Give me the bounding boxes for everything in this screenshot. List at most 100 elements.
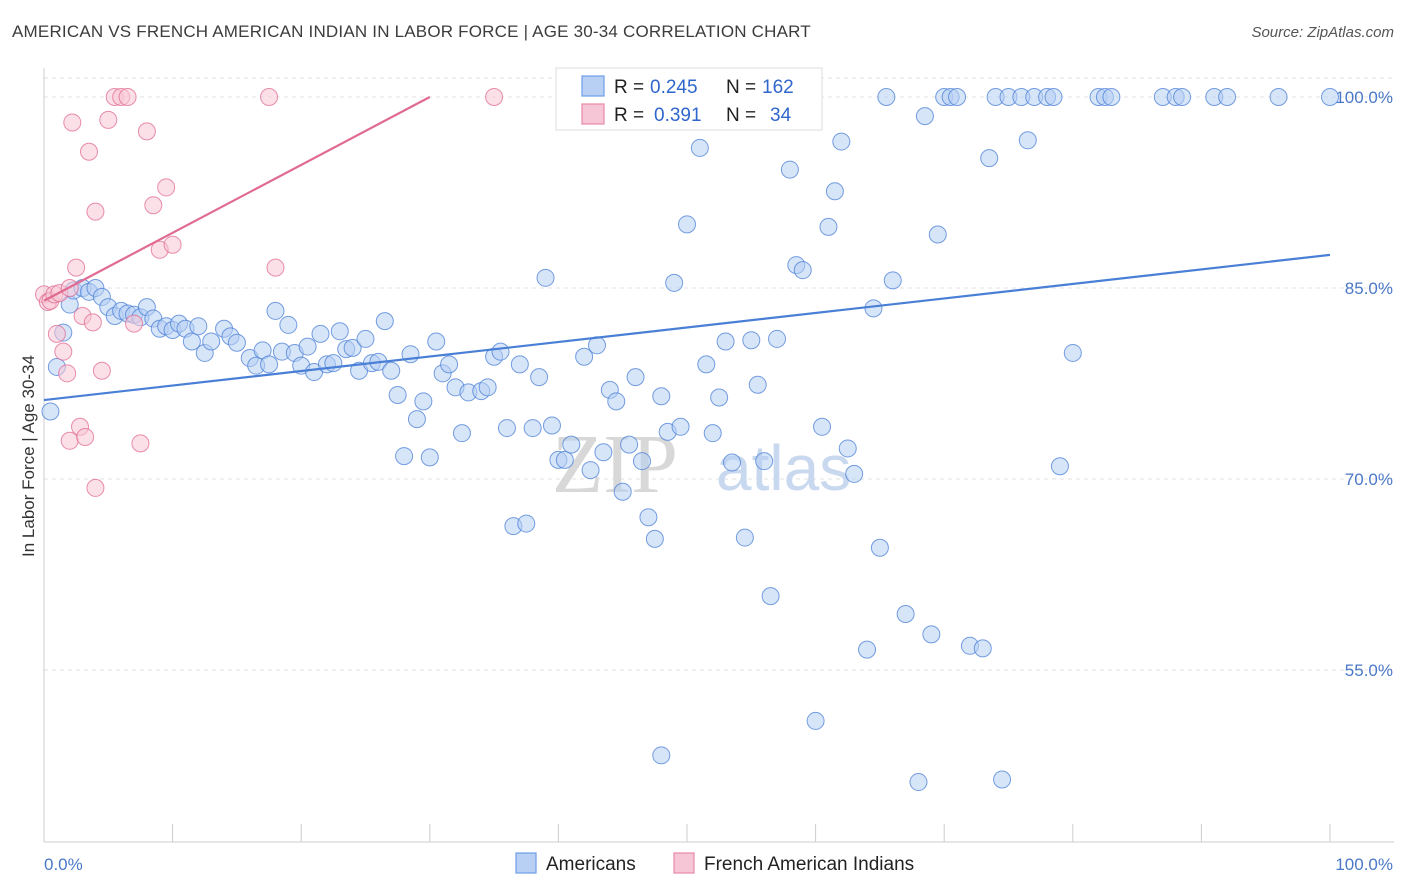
legend-label-french-american-indians: French American Indians xyxy=(704,854,914,875)
american-point xyxy=(1218,88,1237,106)
french-american-indian-point xyxy=(80,142,99,161)
american-point xyxy=(690,138,709,157)
american-point xyxy=(260,355,279,374)
american-point xyxy=(497,419,516,438)
legend-r-label: R = xyxy=(614,77,644,98)
american-point xyxy=(395,447,414,466)
legend-r-label: R = xyxy=(614,105,644,126)
french-american-indian-point xyxy=(58,364,77,383)
american-point xyxy=(896,604,915,623)
legend-n-value: 162 xyxy=(762,77,794,98)
french-american-indian-point xyxy=(60,431,79,450)
american-point xyxy=(407,410,426,429)
x-tick-label: 0.0% xyxy=(44,855,83,874)
american-point xyxy=(838,439,857,458)
american-point xyxy=(266,301,285,320)
american-point xyxy=(491,342,510,361)
american-point xyxy=(189,317,208,336)
american-point xyxy=(1269,88,1288,106)
american-point xyxy=(311,324,330,343)
american-point xyxy=(742,331,761,350)
american-point xyxy=(652,746,671,765)
chart-title: AMERICAN VS FRENCH AMERICAN INDIAN IN LA… xyxy=(12,22,811,41)
axes: 55.0% 70.0% 85.0% 100.0% 0.0% 100.0% xyxy=(43,68,1394,874)
american-point xyxy=(678,215,696,234)
american-point xyxy=(735,528,754,547)
american-point xyxy=(915,107,934,126)
american-point xyxy=(607,392,626,411)
american-point xyxy=(973,639,992,658)
french-american-indian-point xyxy=(144,196,163,215)
american-point xyxy=(1321,88,1339,106)
american-point xyxy=(517,514,536,533)
american-point xyxy=(761,587,780,606)
american-point xyxy=(440,355,459,374)
french-american-indian-point xyxy=(118,88,137,106)
y-axis-title: In Labor Force | Age 30-34 xyxy=(19,355,38,557)
legend-n-label: N = xyxy=(726,77,756,98)
french-american-indian-point xyxy=(163,235,182,254)
french-american-indian-point xyxy=(67,258,86,277)
american-point xyxy=(748,375,767,394)
legend-label-americans: Americans xyxy=(546,854,636,875)
american-point xyxy=(452,424,471,443)
american-point xyxy=(723,453,742,472)
french-american-indian-point xyxy=(99,110,118,129)
american-point xyxy=(478,378,497,397)
american-point xyxy=(864,299,883,318)
american-point xyxy=(182,332,201,351)
grid-lines xyxy=(44,77,1394,671)
y-tick-label: 70.0% xyxy=(1345,470,1393,489)
american-point xyxy=(626,368,645,387)
american-point xyxy=(716,332,735,351)
french-american-indian-point xyxy=(157,178,176,197)
american-point xyxy=(993,770,1012,789)
american-point xyxy=(710,388,729,407)
american-point xyxy=(1050,457,1069,476)
american-point xyxy=(375,312,394,331)
french-american-indian-point xyxy=(54,342,73,361)
legend-swatch-americans xyxy=(581,75,605,97)
french-american-indian-point xyxy=(131,434,150,453)
american-point xyxy=(1018,131,1037,150)
american-point xyxy=(825,182,844,201)
american-point xyxy=(613,482,632,501)
american-point xyxy=(1173,88,1192,106)
french-american-indian-point xyxy=(76,427,95,446)
american-point xyxy=(1044,88,1063,106)
american-point xyxy=(1063,343,1082,362)
y-tick-label: 100.0% xyxy=(1335,88,1393,107)
american-point xyxy=(594,443,613,462)
american-point xyxy=(542,416,561,435)
american-point xyxy=(793,261,812,280)
american-point xyxy=(620,435,639,454)
american-point xyxy=(227,333,246,352)
american-point xyxy=(780,160,799,179)
french-american-indian-point xyxy=(63,113,82,132)
trend-lines xyxy=(43,96,1331,402)
legend-r-value: 0.245 xyxy=(650,77,698,98)
american-point xyxy=(536,268,555,287)
american-point xyxy=(555,450,574,469)
american-point xyxy=(845,464,864,483)
american-point xyxy=(813,417,832,436)
french-american-indian-point xyxy=(485,88,504,106)
american-point xyxy=(858,640,877,659)
legend-swatch-americans xyxy=(515,852,537,874)
american-point xyxy=(870,538,889,557)
source-credit: Source: ZipAtlas.com xyxy=(1251,24,1394,41)
american-point xyxy=(414,392,433,411)
series-legend: Americans French American Indians xyxy=(515,852,914,875)
american-point xyxy=(665,273,684,292)
american-point xyxy=(202,332,221,351)
american-point xyxy=(382,361,401,380)
american-point xyxy=(832,132,851,151)
american-point xyxy=(581,461,600,480)
french-american-indian-point xyxy=(260,88,279,106)
american-point xyxy=(41,402,60,421)
american-point xyxy=(427,332,446,351)
y-tick-label: 85.0% xyxy=(1345,279,1393,298)
legend-swatch-french-american-indians xyxy=(673,852,695,874)
american-point xyxy=(909,773,928,792)
american-point xyxy=(928,225,947,244)
